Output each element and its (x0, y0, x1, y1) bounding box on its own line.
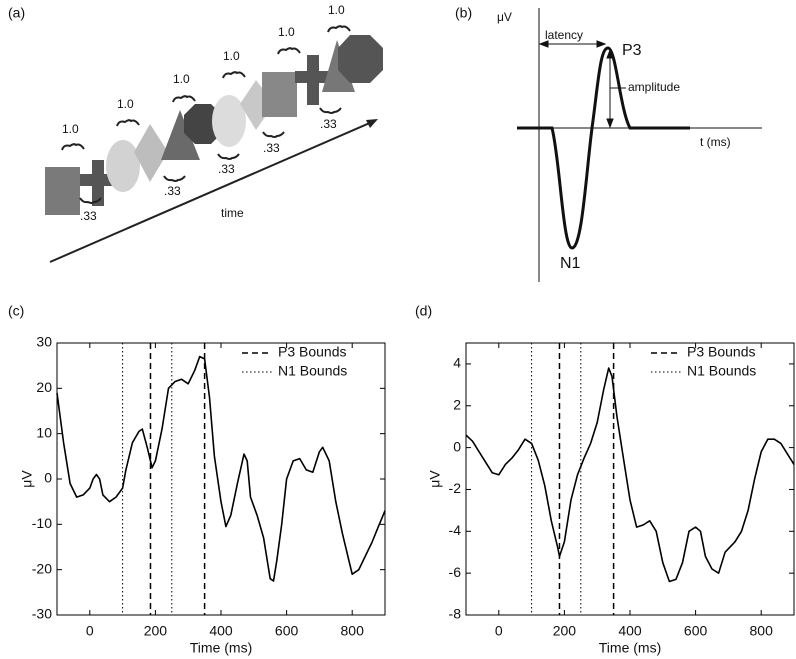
y-tick-label: -2 (449, 480, 462, 496)
panel-label: (a) (8, 5, 25, 21)
interval-label: .33 (164, 184, 181, 198)
y-tick-label: 4 (453, 355, 461, 371)
legend-label: N1 Bounds (687, 363, 756, 379)
x-tick-label: 600 (275, 623, 299, 639)
interval-label: .33 (80, 209, 97, 223)
amplitude-label: amplitude (628, 80, 680, 94)
legend-label: P3 Bounds (278, 344, 347, 360)
y-axis-label: μV (497, 10, 512, 24)
erp-schematic (517, 8, 762, 282)
x-tick-label: 800 (750, 623, 774, 639)
panel-label: (c) (8, 303, 24, 319)
y-tick-label: -4 (449, 522, 462, 538)
duration-label: 1.0 (328, 3, 345, 17)
data-line (56, 355, 386, 582)
panel-label: (b) (455, 5, 472, 21)
x-tick-label: 0 (495, 623, 503, 639)
y-tick-label: -20 (32, 560, 52, 576)
x-axis-label: t (ms) (700, 135, 731, 149)
y-tick-label: 0 (44, 470, 52, 486)
interval-label: .33 (263, 141, 280, 155)
x-axis-label: Time (ms) (599, 640, 661, 656)
y-tick-label: -8 (449, 606, 462, 622)
x-tick-label: 200 (144, 623, 168, 639)
y-axis-label: μV (19, 470, 35, 488)
duration-label: 1.0 (62, 122, 79, 136)
x-axis-label: Time (ms) (190, 640, 252, 656)
x-tick-label: 600 (684, 623, 708, 639)
data-line (465, 367, 795, 583)
duration-label: 1.0 (278, 25, 295, 39)
x-tick-label: 400 (209, 623, 233, 639)
panel-label: (d) (415, 303, 432, 319)
x-tick-label: 0 (86, 623, 94, 639)
y-tick-label: 0 (453, 438, 461, 454)
peak-label: P3 (622, 42, 642, 59)
y-tick-label: 2 (453, 396, 461, 412)
x-tick-label: 400 (618, 623, 642, 639)
y-tick-label: 30 (36, 334, 52, 350)
legend-label: N1 Bounds (278, 363, 347, 379)
y-axis-label: μV (427, 470, 443, 488)
duration-label: 1.0 (223, 49, 240, 63)
y-tick-label: -30 (32, 606, 52, 622)
time-label: time (221, 206, 244, 220)
interval-label: .33 (218, 162, 235, 176)
interval-label: .33 (320, 117, 337, 131)
x-tick-label: 800 (341, 623, 365, 639)
y-tick-label: 20 (36, 379, 52, 395)
stimulus-sequence (45, 25, 383, 263)
latency-label: latency (545, 28, 583, 42)
plot-frame (465, 342, 795, 616)
trough-label: N1 (560, 255, 581, 272)
y-tick-label: -10 (32, 515, 52, 531)
duration-label: 1.0 (173, 72, 190, 86)
y-tick-label: 10 (36, 424, 52, 440)
y-tick-label: -6 (449, 564, 462, 580)
duration-label: 1.0 (117, 97, 134, 111)
plot-frame (56, 342, 386, 616)
legend-label: P3 Bounds (687, 344, 756, 360)
x-tick-label: 200 (553, 623, 577, 639)
